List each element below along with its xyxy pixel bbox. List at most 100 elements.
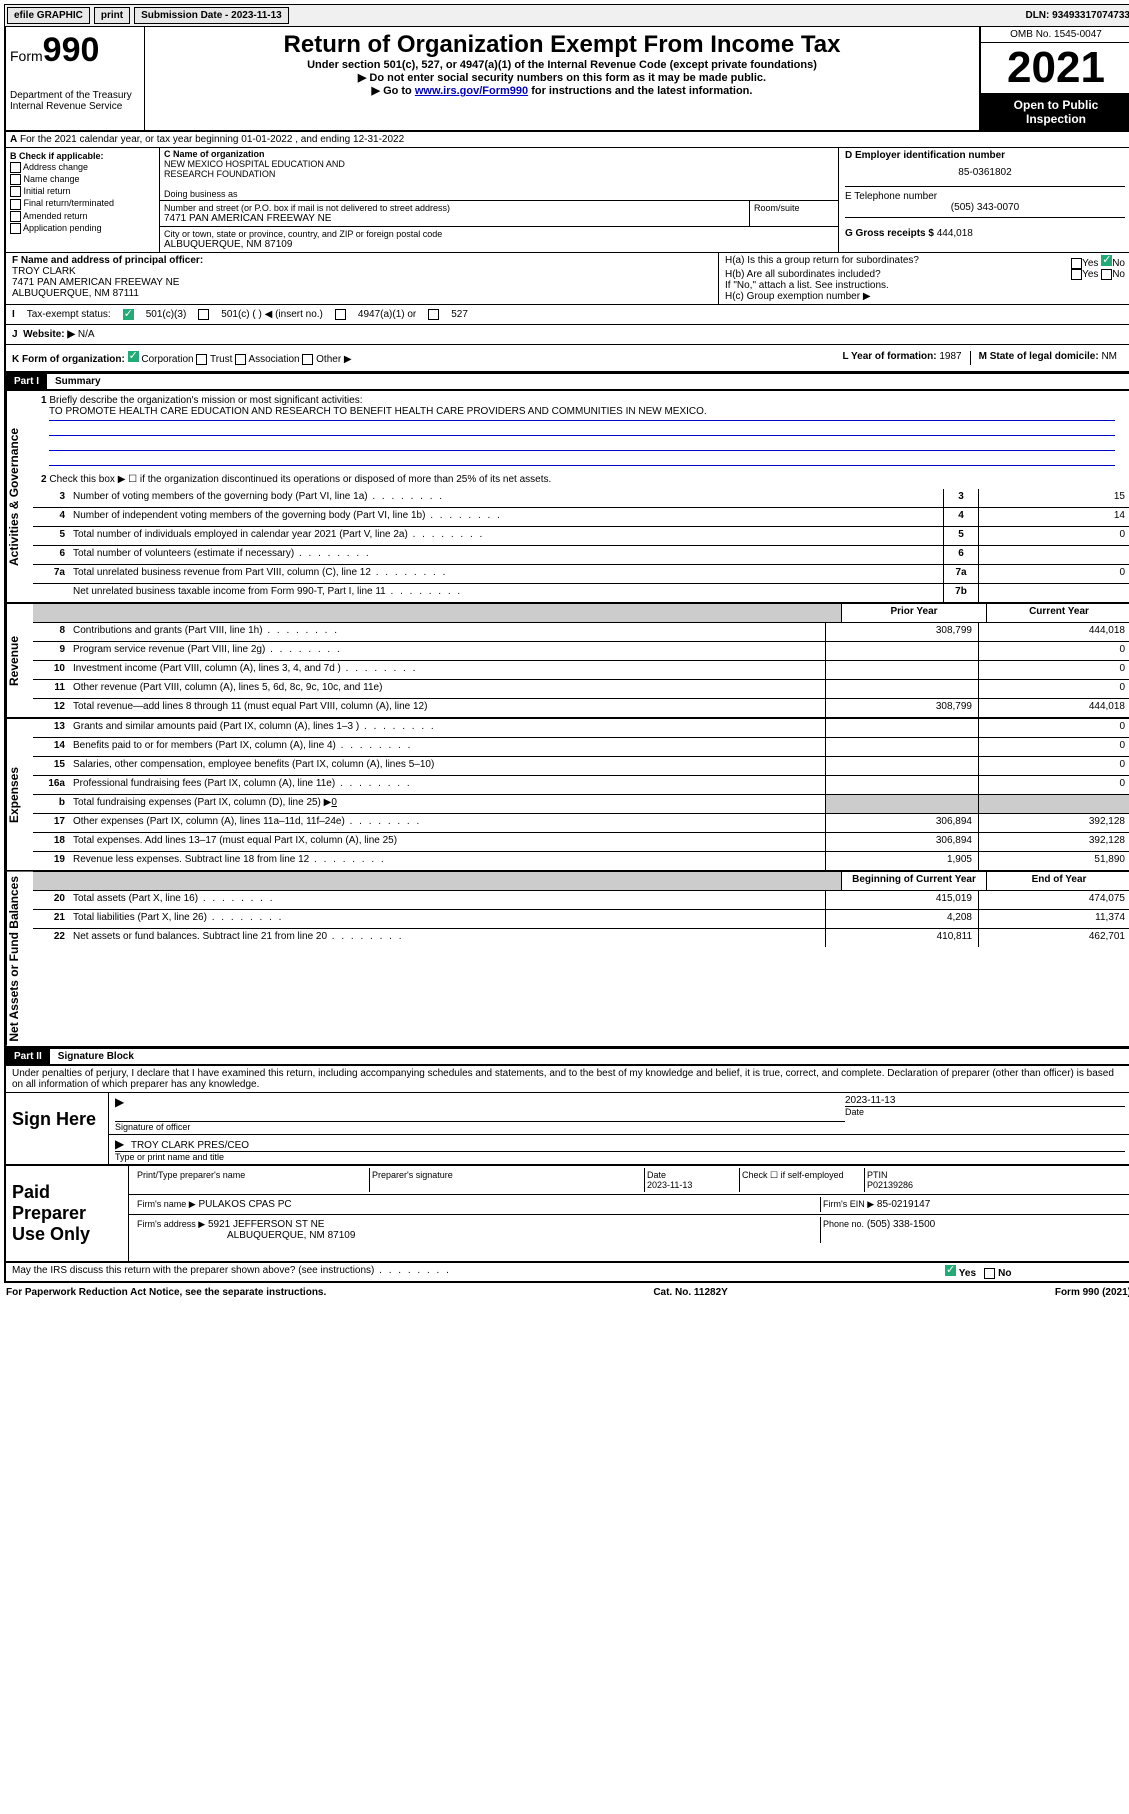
line-1-label: Briefly describe the organization's miss… xyxy=(49,395,362,406)
efile-label: efile GRAPHIC xyxy=(7,7,90,24)
check-final: Final return/terminated xyxy=(10,198,155,209)
current-year-hdr: Current Year xyxy=(986,604,1129,622)
firm-name: PULAKOS CPAS PC xyxy=(198,1199,291,1210)
org-address: 7471 PAN AMERICAN FREEWAY NE xyxy=(164,213,745,224)
line-18: Total expenses. Add lines 13–17 (must eq… xyxy=(69,833,825,851)
ein-label: D Employer identification number xyxy=(845,150,1125,161)
footer: For Paperwork Reduction Act Notice, see … xyxy=(4,1283,1129,1302)
form-footer: Form 990 (2021) xyxy=(1055,1287,1129,1298)
form-number: Form990 xyxy=(10,31,140,70)
prep-sig-label: Preparer's signature xyxy=(370,1168,645,1192)
room-suite: Room/suite xyxy=(750,201,838,226)
check-name: Name change xyxy=(10,174,155,185)
org-city: ALBUQUERQUE, NM 87109 xyxy=(164,239,834,250)
officer-name-title: TROY CLARK PRES/CEO xyxy=(131,1140,249,1151)
mission-text: TO PROMOTE HEALTH CARE EDUCATION AND RES… xyxy=(49,406,1115,421)
line-21: Total liabilities (Part X, line 26) xyxy=(69,910,825,928)
h-b: H(b) Are all subordinates included? Yes … xyxy=(725,269,1125,280)
check-initial: Initial return xyxy=(10,186,155,197)
paperwork-notice: For Paperwork Reduction Act Notice, see … xyxy=(6,1287,326,1298)
irs-link[interactable]: www.irs.gov/Form990 xyxy=(415,85,528,97)
entity-block: B Check if applicable: Address change Na… xyxy=(4,148,1129,253)
line-9: Program service revenue (Part VIII, line… xyxy=(69,642,825,660)
check-address: Address change xyxy=(10,162,155,173)
side-revenue: Revenue xyxy=(6,604,33,717)
website-row: J Website: ▶ N/A xyxy=(4,325,1129,345)
firm-phone: (505) 338-1500 xyxy=(867,1219,935,1230)
end-year-hdr: End of Year xyxy=(986,872,1129,890)
h-b-note: If "No," attach a list. See instructions… xyxy=(725,280,1125,291)
print-button[interactable]: print xyxy=(94,7,130,24)
paid-preparer-block: Paid Preparer Use Only Print/Type prepar… xyxy=(4,1166,1129,1263)
line-a: A For the 2021 calendar year, or tax yea… xyxy=(4,132,1129,148)
firm-ein: 85-0219147 xyxy=(877,1199,930,1210)
part2-header: Part II Signature Block xyxy=(4,1048,1129,1066)
phone-value: (505) 343-0070 xyxy=(845,202,1125,213)
ein-value: 85-0361802 xyxy=(845,161,1125,178)
sig-officer-label: Signature of officer xyxy=(115,1121,845,1132)
line-4: Number of independent voting members of … xyxy=(69,508,943,526)
open-public-badge: Open to Public Inspection xyxy=(981,94,1129,130)
line-19: Revenue less expenses. Subtract line 18 … xyxy=(69,852,825,870)
subtitle-2: Do not enter social security numbers on … xyxy=(149,71,975,84)
line-5: Total number of individuals employed in … xyxy=(69,527,943,545)
check-pending: Application pending xyxy=(10,223,155,234)
netassets-section: Net Assets or Fund Balances Beginning of… xyxy=(4,872,1129,1048)
officer-addr1: 7471 PAN AMERICAN FREEWAY NE xyxy=(12,277,712,288)
line-12: Total revenue—add lines 8 through 11 (mu… xyxy=(69,699,825,717)
firm-addr2: ALBUQUERQUE, NM 87109 xyxy=(227,1230,355,1241)
ptin-value: P02139286 xyxy=(867,1180,913,1190)
line-16a: Professional fundraising fees (Part IX, … xyxy=(69,776,825,794)
line-14: Benefits paid to or for members (Part IX… xyxy=(69,738,825,756)
line-22: Net assets or fund balances. Subtract li… xyxy=(69,929,825,947)
tax-year: 2021 xyxy=(981,43,1129,94)
self-employed: Check ☐ if self-employed xyxy=(740,1168,865,1192)
sign-here-label: Sign Here xyxy=(6,1093,108,1164)
side-governance: Activities & Governance xyxy=(6,391,33,602)
omb-number: OMB No. 1545-0047 xyxy=(981,27,1129,43)
irs-label: Internal Revenue Service xyxy=(10,101,140,112)
type-name-label: Type or print name and title xyxy=(115,1151,1125,1162)
form-header: Form990 Department of the Treasury Inter… xyxy=(4,27,1129,132)
check-amended: Amended return xyxy=(10,211,155,222)
subtitle-1: Under section 501(c), 527, or 4947(a)(1)… xyxy=(149,59,975,71)
line-7b: Net unrelated business taxable income fr… xyxy=(69,584,943,602)
form-org-row: K Form of organization: Corporation Trus… xyxy=(4,345,1129,373)
form-title: Return of Organization Exempt From Incom… xyxy=(149,31,975,59)
part1-header: Part I Summary xyxy=(4,373,1129,391)
officer-addr2: ALBUQUERQUE, NM 87111 xyxy=(12,288,712,299)
firm-addr1: 5921 JEFFERSON ST NE xyxy=(208,1219,325,1230)
dept-label: Department of the Treasury xyxy=(10,90,140,101)
line-3: Number of voting members of the governin… xyxy=(69,489,943,507)
line-2: Check this box ▶ ☐ if the organization d… xyxy=(49,474,551,485)
line-10: Investment income (Part VIII, column (A)… xyxy=(69,661,825,679)
officer-label: F Name and address of principal officer: xyxy=(12,255,712,266)
sign-date-label: Date xyxy=(845,1106,1125,1117)
prior-year-hdr: Prior Year xyxy=(841,604,986,622)
line-20: Total assets (Part X, line 16) xyxy=(69,891,825,909)
check-header: B Check if applicable: xyxy=(10,151,155,161)
gross-label: G Gross receipts $ xyxy=(845,228,934,239)
line-13: Grants and similar amounts paid (Part IX… xyxy=(69,719,825,737)
h-a: H(a) Is this a group return for subordin… xyxy=(725,255,1125,269)
cat-no: Cat. No. 11282Y xyxy=(653,1287,727,1298)
tax-status-row: I Tax-exempt status: 501(c)(3) 501(c) ( … xyxy=(4,305,1129,325)
subtitle-3: Go to www.irs.gov/Form990 for instructio… xyxy=(149,84,975,97)
sign-date-val: 2023-11-13 xyxy=(845,1095,1125,1106)
line-16b: Total fundraising expenses (Part IX, col… xyxy=(69,795,825,813)
top-bar: efile GRAPHIC print Submission Date - 20… xyxy=(4,4,1129,27)
dln-label: DLN: 93493317074733 xyxy=(1025,10,1129,21)
org-name-block: C Name of organization NEW MEXICO HOSPIT… xyxy=(160,148,838,201)
print-name-label: Print/Type preparer's name xyxy=(135,1168,370,1192)
line-15: Salaries, other compensation, employee b… xyxy=(69,757,825,775)
discuss-row: May the IRS discuss this return with the… xyxy=(4,1263,1129,1283)
begin-year-hdr: Beginning of Current Year xyxy=(841,872,986,890)
line-11: Other revenue (Part VIII, column (A), li… xyxy=(69,680,825,698)
submission-date: Submission Date - 2023-11-13 xyxy=(134,7,289,24)
line-17: Other expenses (Part IX, column (A), lin… xyxy=(69,814,825,832)
perjury-text: Under penalties of perjury, I declare th… xyxy=(4,1066,1129,1093)
line-6: Total number of volunteers (estimate if … xyxy=(69,546,943,564)
line-7a: Total unrelated business revenue from Pa… xyxy=(69,565,943,583)
side-netassets: Net Assets or Fund Balances xyxy=(6,872,33,1046)
side-expenses: Expenses xyxy=(6,719,33,870)
